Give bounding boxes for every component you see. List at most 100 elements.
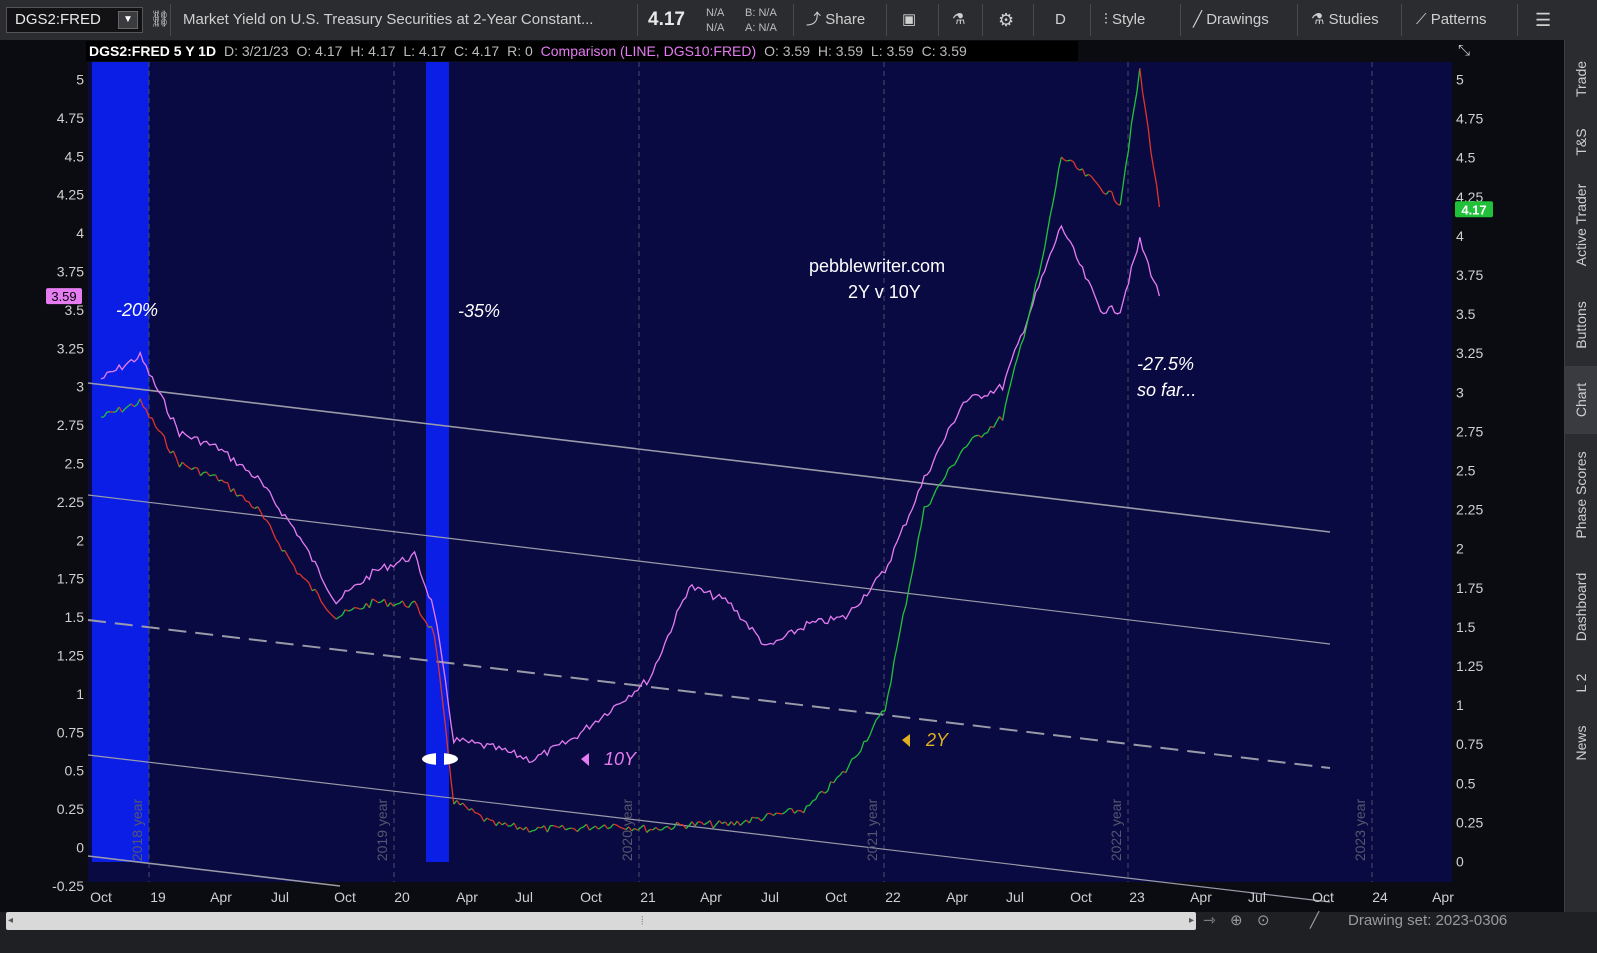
flask-icon[interactable]: ⚗ (952, 11, 966, 28)
y-tick-right: 1.5 (1456, 619, 1476, 635)
sidebar-tab-news[interactable]: News (1573, 725, 1589, 761)
scroll-right-icon[interactable]: ▸ (1188, 915, 1194, 926)
series-segment-2y (573, 828, 578, 833)
series-segment-2y (1055, 169, 1060, 188)
series-segment-2y (1139, 68, 1144, 93)
x-tick-label: Apr (946, 889, 968, 905)
header-high: H: 4.17 (350, 43, 396, 59)
ask: A: N/A (745, 22, 777, 34)
series-segment-2y (604, 824, 609, 830)
series-segment-2y (1007, 379, 1013, 392)
horizontal-scrollbar[interactable]: ◂ ⦙ ▸ (6, 912, 1196, 930)
series-segment-2y (860, 741, 865, 751)
scroll-grip-icon[interactable]: ⦙ (641, 915, 644, 927)
series-segment-2y (209, 474, 213, 477)
series-segment-2y (622, 827, 626, 831)
y-tick-left: -0.25 (52, 878, 84, 894)
sidebar-tab-l2[interactable]: L 2 (1573, 673, 1589, 693)
series-segment-2y (263, 518, 268, 522)
fast-forward-icon[interactable]: ⇾ (1203, 912, 1216, 929)
series-segment-2y (1114, 200, 1118, 205)
drawing-set-label[interactable]: Drawing set: 2023-0306 (1348, 912, 1508, 929)
sidebar-tab-phase-scores[interactable]: Phase Scores (1573, 451, 1589, 539)
symbol-selector[interactable]: DGS2:FRED ▼ (6, 7, 143, 33)
sidebar-tab-dashboard[interactable]: Dashboard (1573, 572, 1589, 642)
crosshair-icon[interactable]: ⊕ (1230, 912, 1243, 929)
series-segment-2y (875, 715, 880, 721)
series-segment-2y (233, 488, 238, 497)
year-watermark: 2019 year (374, 799, 390, 862)
series-segment-2y (866, 735, 871, 742)
last-value-badge-left-text: 3.59 (51, 289, 76, 304)
series-segment-2y (1041, 248, 1046, 262)
sidebar-tab-trade[interactable]: Trade (1573, 60, 1589, 98)
annotation-site: pebblewriter.com (809, 256, 945, 276)
share-button[interactable]: ⤴ Share (806, 11, 866, 28)
series-segment-2y (480, 815, 485, 822)
series-segment-2y (145, 409, 150, 418)
style-button[interactable]: ⫶ Style (1104, 11, 1146, 28)
series-segment-2y (712, 824, 717, 829)
series-segment-2y (809, 800, 814, 806)
series-segment-2y (1070, 159, 1074, 163)
series-segment-2y (553, 824, 557, 828)
series-segment-2y (1064, 159, 1068, 162)
series-segment-2y (790, 808, 796, 814)
series-segment-2y (320, 601, 325, 607)
series-segment-2y (935, 484, 940, 490)
zoom-icon[interactable]: ⊙ (1257, 912, 1270, 929)
scroll-left-icon[interactable]: ◂ (8, 915, 14, 926)
drawing-pencil-icon[interactable]: ╱ (1310, 912, 1320, 929)
series-segment-2y (908, 573, 913, 588)
y-tick-right: 4.75 (1456, 111, 1483, 127)
y-tick-left: 3.75 (57, 264, 84, 280)
menu-icon[interactable]: ☰ (1535, 10, 1552, 30)
sidebar-tab-active-trader[interactable]: Active Trader (1573, 183, 1589, 267)
series-segment-2y (163, 436, 168, 449)
series-segment-2y (631, 827, 636, 832)
series-segment-2y (571, 827, 575, 830)
series-segment-2y (1141, 92, 1147, 110)
sidebar-tab-ts[interactable]: T&S (1573, 128, 1589, 156)
gear-icon[interactable]: ⚙ (998, 10, 1015, 30)
patterns-button[interactable]: ⟋ Patterns (1416, 11, 1487, 28)
series-segment-2y (284, 550, 289, 557)
series-segment-2y (646, 829, 651, 833)
series-segment-2y (459, 802, 464, 806)
series-segment-2y (806, 804, 810, 807)
series-segment-2y (299, 573, 304, 579)
period-button[interactable]: D (1055, 11, 1066, 28)
sidebar-tab-buttons[interactable]: Buttons (1573, 301, 1589, 349)
series-segment-2y (959, 448, 964, 454)
top-toolbar: DGS2:FRED ▼ ⛓ Market Yield on U.S. Treas… (0, 0, 1597, 41)
collapse-icon[interactable]: ⤡ (1458, 42, 1471, 59)
series-segment-2y (1091, 176, 1096, 182)
series-segment-2y (439, 676, 444, 702)
sidebar-tab-chart[interactable]: Chart (1565, 366, 1597, 434)
series-segment-2y (368, 598, 374, 609)
series-segment-2y (990, 425, 994, 429)
series-segment-2y (568, 827, 572, 830)
series-segment-2y (968, 437, 973, 443)
series-segment-2y (269, 524, 274, 533)
chart-area[interactable]: -0.25 0 0.25 0.5 0.75 1 1.25 1.5 1.75 2 2.25 2.5 2.7… (0, 40, 1565, 912)
series-segment-2y (1108, 190, 1112, 193)
series-segment-2y (993, 421, 998, 428)
studies-button[interactable]: ⚗ Studies (1311, 11, 1379, 28)
trendline-mid (87, 494, 1331, 645)
series-segment-2y (1014, 357, 1019, 367)
chart-layout-icon[interactable]: ▣ (902, 11, 917, 28)
x-tick-label: Jul (515, 889, 533, 905)
series-segment-2y (372, 598, 376, 602)
series-segment-2y (694, 821, 699, 827)
highlight-band-2020 (426, 62, 449, 862)
symbol-dropdown-icon[interactable]: ▼ (118, 11, 138, 29)
series-segment-2y (703, 822, 708, 826)
y-tick-right: 3.25 (1456, 345, 1483, 361)
link-icon[interactable]: ⛓ (150, 11, 171, 28)
y-tick-left: 4.5 (65, 148, 85, 164)
y-tick-left: 3 (76, 379, 84, 395)
drawings-button[interactable]: ╱ Drawings (1193, 11, 1269, 28)
series-segment-2y (592, 825, 596, 829)
series-segment-2y (242, 495, 247, 502)
